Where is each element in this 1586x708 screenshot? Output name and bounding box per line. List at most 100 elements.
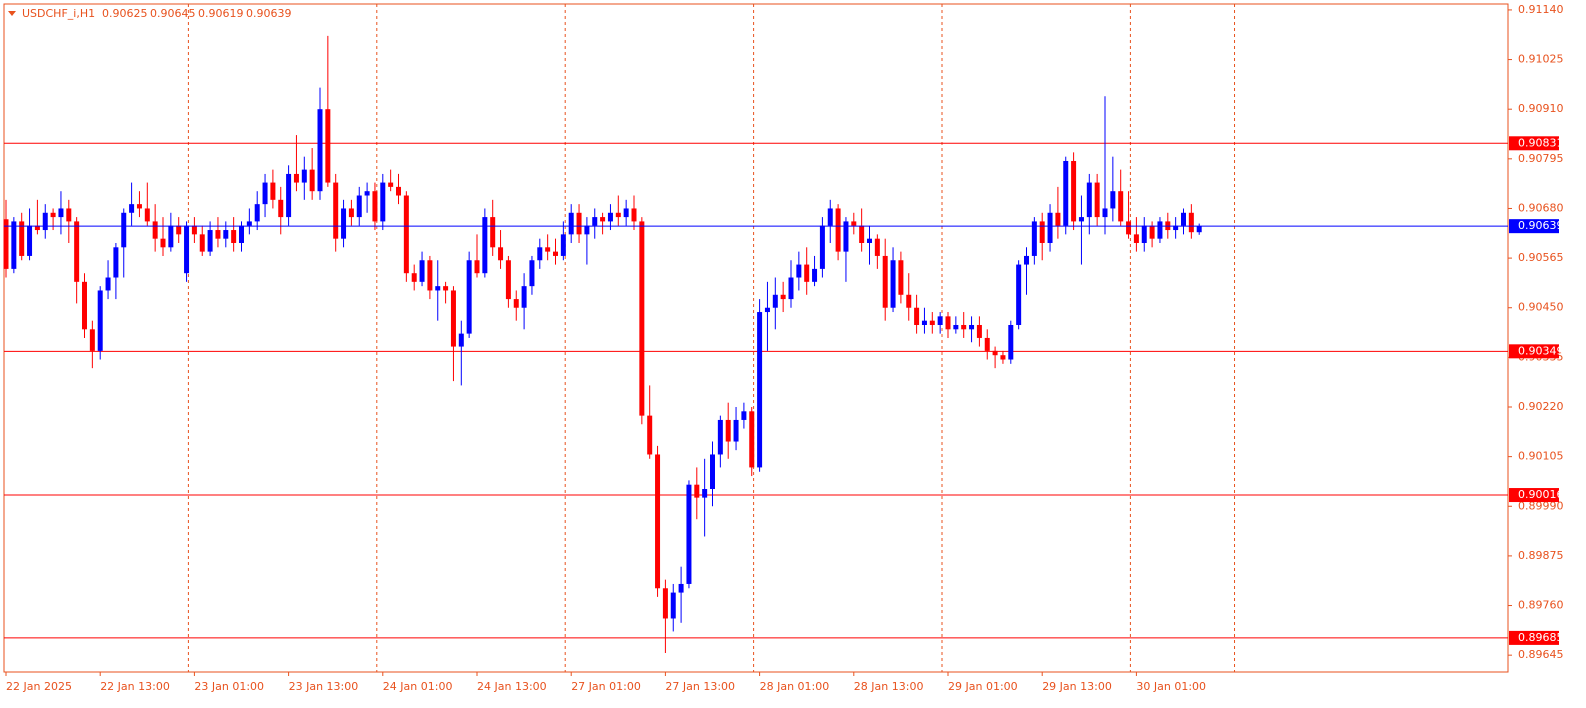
candle-body (1110, 191, 1116, 209)
candle-body (278, 199, 284, 218)
plot-frame (3, 3, 1509, 673)
candle-body (592, 217, 598, 226)
candle-body (293, 173, 299, 183)
candle-body (505, 260, 511, 300)
candle-body (615, 212, 621, 218)
candle-body (1173, 225, 1179, 231)
y-tick-label: 0.89875 (1518, 549, 1564, 562)
candle-body (246, 221, 252, 226)
candle-body (537, 247, 543, 261)
candle-body (254, 204, 260, 222)
candle-body (474, 260, 480, 274)
y-tick-label: 0.90220 (1518, 400, 1564, 413)
candle-body (223, 230, 229, 239)
x-tick-label: 29 Jan 13:00 (1042, 680, 1112, 693)
candle-body (867, 238, 872, 243)
candle-body (553, 251, 558, 256)
candle-body (1016, 264, 1022, 325)
candle-body (992, 350, 998, 356)
candle-body (129, 204, 135, 213)
header-close: 0.90639 (246, 7, 292, 20)
candle-body (1055, 212, 1061, 226)
x-tick-label: 23 Jan 13:00 (289, 680, 359, 693)
candle-body (560, 234, 566, 256)
candle-body (600, 217, 606, 222)
candle-body (325, 109, 331, 183)
level-label-bg (1509, 344, 1559, 359)
candle-body (1063, 160, 1069, 226)
candle-body (97, 290, 103, 351)
candle-body (725, 419, 731, 442)
candle-body (66, 208, 72, 222)
x-tick-label: 27 Jan 13:00 (665, 680, 735, 693)
candle-body (270, 182, 276, 200)
candle-body (521, 286, 527, 308)
x-tick-label: 27 Jan 01:00 (571, 680, 641, 693)
candle-body (890, 260, 896, 308)
candle-body (482, 217, 488, 274)
candle-body (89, 329, 95, 351)
candle-body (388, 182, 394, 187)
candle-body (788, 277, 794, 300)
x-tick-label: 22 Jan 13:00 (100, 680, 170, 693)
candle-body (921, 320, 927, 325)
candle-body (1039, 221, 1045, 243)
candle-body (160, 238, 166, 248)
x-tick-label: 29 Jan 01:00 (948, 680, 1018, 693)
candle-body (1126, 221, 1132, 235)
candle-body (631, 208, 637, 222)
candle-body (1149, 225, 1155, 239)
price-label-bg (1509, 219, 1559, 234)
candle-body (819, 225, 825, 269)
candle-body (356, 195, 362, 218)
x-tick-label: 28 Jan 13:00 (854, 680, 924, 693)
candle-body (458, 333, 464, 347)
candle-body (286, 173, 292, 218)
candle-body (231, 230, 237, 243)
candle-body (207, 230, 213, 252)
candle-body (1157, 221, 1163, 239)
candle-body (898, 260, 904, 295)
candle-body (851, 221, 857, 226)
candle-body (757, 312, 763, 468)
candle-body (749, 411, 755, 468)
candle-body (969, 324, 975, 330)
candle-body (1181, 212, 1186, 226)
y-tick-label: 0.89990 (1518, 499, 1564, 512)
candle-body (396, 186, 401, 196)
candle-body (1133, 234, 1139, 243)
y-tick-label: 0.90680 (1518, 201, 1564, 214)
candle-body (812, 268, 818, 282)
candle-body (670, 592, 676, 619)
candle-body (882, 255, 888, 308)
candle-body (1071, 160, 1077, 222)
candle-body (184, 225, 190, 274)
candle-body (710, 454, 715, 490)
candle-body (74, 221, 80, 282)
candle-body (929, 320, 935, 325)
candle-body (58, 208, 64, 218)
candle-body (3, 219, 9, 269)
candle-body (859, 225, 865, 243)
candle-body (136, 204, 142, 209)
candle-body (372, 191, 378, 222)
candle-body (498, 247, 504, 261)
candle-body (411, 273, 417, 282)
candle-body (466, 260, 472, 334)
candle-body (1196, 226, 1202, 233)
candle-body (1188, 212, 1194, 233)
candle-body (607, 212, 613, 222)
candle-body (380, 182, 386, 222)
candle-body (199, 234, 205, 252)
candle-body (678, 583, 684, 593)
x-tick-label: 24 Jan 13:00 (477, 680, 547, 693)
level-label-bg (1509, 136, 1559, 151)
candle-body (427, 260, 433, 291)
candle-body (262, 182, 268, 205)
candle-body (348, 208, 354, 218)
x-tick-label: 24 Jan 01:00 (383, 680, 453, 693)
candle-body (780, 294, 786, 300)
candle-body (113, 247, 119, 278)
candle-body (34, 225, 40, 231)
